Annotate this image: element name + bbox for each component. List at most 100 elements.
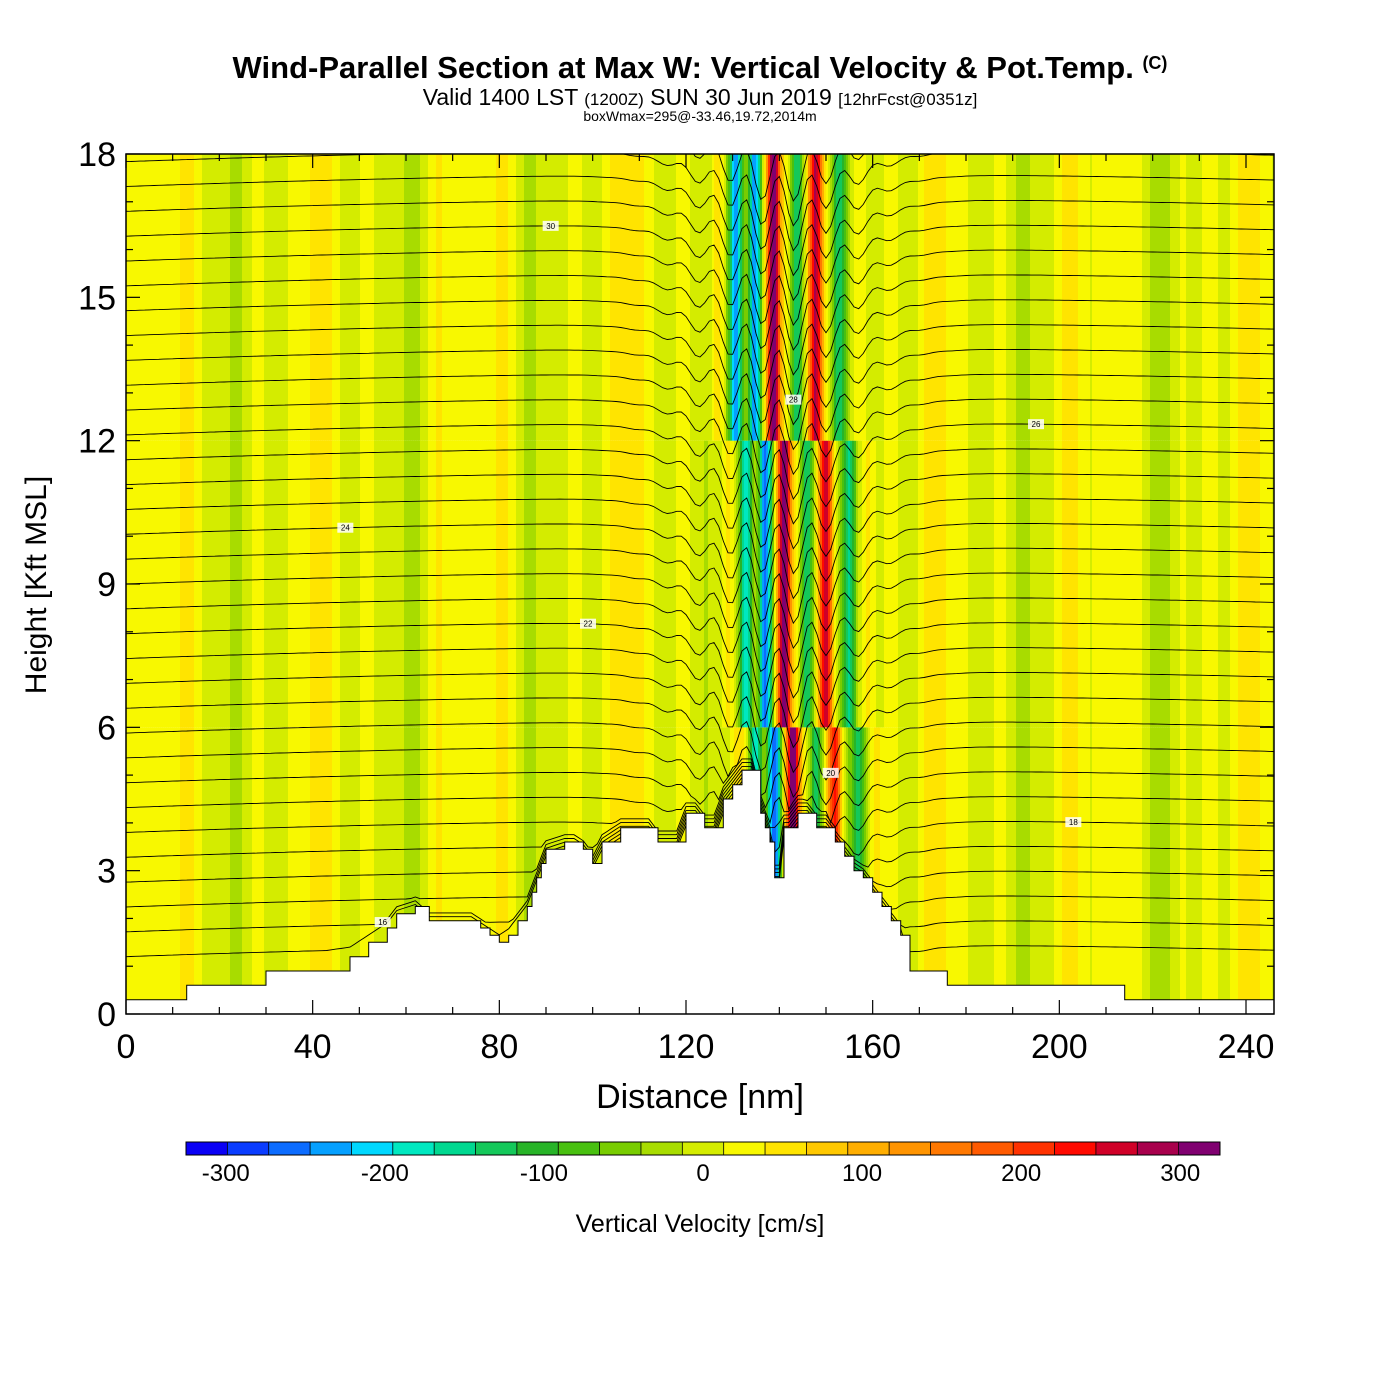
velocity-cell — [984, 727, 987, 1014]
velocity-cell — [630, 154, 633, 441]
velocity-cell — [640, 154, 643, 441]
velocity-cell — [436, 727, 439, 1014]
velocity-cell — [906, 154, 909, 441]
velocity-cell — [1196, 440, 1199, 728]
velocity-cell — [506, 727, 509, 1014]
velocity-cell — [508, 154, 511, 441]
velocity-cell — [472, 440, 475, 728]
velocity-cell — [576, 440, 579, 728]
velocity-cell — [816, 154, 819, 441]
velocity-cell — [1080, 727, 1083, 1014]
velocity-cell — [160, 727, 163, 1014]
velocity-cell — [1120, 154, 1123, 441]
velocity-cell — [286, 727, 289, 1014]
velocity-cell — [462, 440, 465, 728]
velocity-cell — [1134, 440, 1137, 728]
velocity-cell — [986, 727, 989, 1014]
velocity-cell — [260, 440, 263, 728]
velocity-cell — [648, 154, 651, 441]
velocity-cell — [1224, 440, 1227, 728]
velocity-cell — [546, 154, 549, 441]
x-tick-label: 120 — [658, 1028, 715, 1066]
velocity-cell — [444, 727, 447, 1014]
velocity-cell — [398, 727, 401, 1014]
velocity-cell — [1234, 440, 1237, 728]
velocity-cell — [370, 154, 373, 441]
velocity-cell — [1090, 727, 1093, 1014]
velocity-cell — [664, 440, 667, 728]
velocity-cell — [1104, 440, 1107, 728]
velocity-cell — [684, 440, 687, 728]
velocity-cell — [382, 440, 385, 728]
velocity-cell — [1104, 154, 1107, 441]
velocity-cell — [1054, 154, 1057, 441]
velocity-cell — [360, 727, 363, 1014]
velocity-cell — [724, 440, 727, 728]
velocity-cell — [574, 154, 577, 441]
velocity-cell — [184, 727, 187, 1014]
velocity-cell — [194, 440, 197, 728]
velocity-cell — [1076, 727, 1079, 1014]
velocity-cell — [852, 440, 855, 728]
velocity-cell — [1142, 727, 1145, 1014]
velocity-cell — [398, 440, 401, 728]
velocity-cell — [1182, 440, 1185, 728]
velocity-cell — [878, 440, 881, 728]
velocity-cell — [934, 154, 937, 441]
velocity-cell — [622, 440, 625, 728]
velocity-cell — [1080, 440, 1083, 728]
velocity-cell — [1092, 727, 1095, 1014]
velocity-cell — [1194, 440, 1197, 728]
velocity-cell — [564, 154, 567, 441]
theta-contour-line — [126, 175, 1274, 252]
velocity-cell — [842, 440, 845, 728]
velocity-cell — [202, 727, 205, 1014]
velocity-cell — [1208, 440, 1211, 728]
velocity-cell — [1102, 440, 1105, 728]
velocity-cell — [1154, 440, 1157, 728]
terrain-mask — [126, 769, 1274, 1014]
velocity-cell — [940, 727, 943, 1014]
velocity-cell — [402, 440, 405, 728]
velocity-cell — [350, 727, 353, 1014]
velocity-cell — [1206, 727, 1209, 1014]
velocity-cell — [932, 154, 935, 441]
velocity-cell — [1168, 727, 1171, 1014]
velocity-cell — [276, 440, 279, 728]
velocity-cell — [280, 154, 283, 441]
velocity-cell — [1056, 727, 1059, 1014]
velocity-cell — [260, 727, 263, 1014]
velocity-cell — [1034, 727, 1037, 1014]
velocity-cell — [952, 154, 955, 441]
velocity-cell — [1246, 727, 1249, 1014]
velocity-cell — [520, 154, 523, 441]
velocity-cell — [1128, 440, 1131, 728]
velocity-cell — [1026, 727, 1029, 1014]
velocity-cell — [1236, 440, 1239, 728]
velocity-cell — [480, 154, 483, 441]
velocity-cell — [810, 154, 813, 441]
velocity-cell — [896, 440, 899, 728]
velocity-cell — [470, 440, 473, 728]
velocity-cell — [1234, 154, 1237, 441]
velocity-cell — [716, 154, 719, 441]
velocity-cell — [860, 440, 863, 728]
velocity-cell — [662, 440, 665, 728]
velocity-cell — [962, 440, 965, 728]
velocity-cell — [1128, 727, 1131, 1014]
velocity-cell — [772, 154, 775, 441]
velocity-cell — [270, 727, 273, 1014]
velocity-cell — [442, 727, 445, 1014]
velocity-cell — [960, 440, 963, 728]
velocity-cell — [928, 154, 931, 441]
velocity-cell — [524, 727, 527, 1014]
velocity-cell — [338, 440, 341, 728]
velocity-cell — [1242, 727, 1245, 1014]
velocity-cell — [1088, 727, 1091, 1014]
velocity-cell — [256, 154, 259, 441]
velocity-cell — [494, 154, 497, 441]
velocity-cell — [314, 154, 317, 441]
velocity-cell — [170, 727, 173, 1014]
velocity-cell — [228, 727, 231, 1014]
velocity-cell — [276, 727, 279, 1014]
